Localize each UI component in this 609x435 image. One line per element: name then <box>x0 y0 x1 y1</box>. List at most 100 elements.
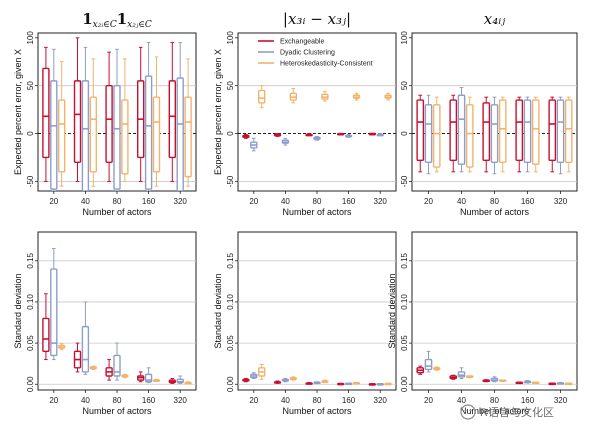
x-tick-label: 320 <box>374 396 388 405</box>
panel-title-sub2: x₂ⱼ∈C <box>127 20 152 30</box>
box-exchangeable-320 <box>168 377 177 384</box>
box-exchangeable-80 <box>305 382 313 385</box>
box-dyadic-clustering-320 <box>176 375 184 384</box>
box-iqr <box>42 67 50 159</box>
y-tick-label: 0.10 <box>26 294 35 310</box>
box-dyadic-clustering-320 <box>376 383 384 386</box>
box-iqr <box>548 99 557 162</box>
x-tick-label: 80 <box>113 396 122 405</box>
box-heteroskedasticity-consistent-80 <box>121 58 129 182</box>
box-dyadic-clustering-160 <box>523 96 532 173</box>
box-dyadic-clustering-320 <box>176 42 184 191</box>
box-dyadic-clustering-40 <box>457 367 466 379</box>
y-tick-label: 0.05 <box>400 335 409 351</box>
y-tick-label: 0.00 <box>226 376 235 392</box>
box-dyadic-clustering-20 <box>50 48 58 191</box>
box-heteroskedasticity-consistent-320 <box>564 382 573 386</box>
box-dyadic-clustering-20 <box>250 137 258 152</box>
box-dyadic-clustering-40 <box>81 301 90 375</box>
plot-marks <box>42 247 192 385</box>
x-tick-label: 80 <box>313 396 322 405</box>
box-iqr <box>531 99 540 165</box>
y-tick-label: 50 <box>226 81 235 90</box>
legend-label: Heteroskedasticity-Consistent <box>280 61 373 68</box>
box-exchangeable-20 <box>242 377 250 383</box>
panel-title: |x₃ᵢ − x₃ⱼ| <box>283 10 351 28</box>
panel-title: 1x₂ᵢ∈C1x₂ⱼ∈C <box>82 10 152 30</box>
x-tick-label: 40 <box>457 396 466 405</box>
x-tick-label: 40 <box>457 197 466 206</box>
x-tick-label: 20 <box>424 197 433 206</box>
box-exchangeable-80 <box>305 133 313 137</box>
box-heteroskedasticity-consistent-80 <box>321 90 329 102</box>
y-tick-label: 0.15 <box>400 252 409 268</box>
box-dyadic-clustering-80 <box>113 48 121 191</box>
box-heteroskedasticity-consistent-160 <box>352 92 361 101</box>
x-tick-label: 20 <box>424 396 433 405</box>
panel-title-sub: x₂ᵢ∈C <box>93 20 117 30</box>
box-heteroskedasticity-consistent-40 <box>89 58 98 187</box>
plot-marks <box>42 37 192 191</box>
panel-title-text: x₄ᵢⱼ <box>484 10 505 28</box>
panel-title-text: |x₃ᵢ − x₃ⱼ| <box>283 10 351 28</box>
box-heteroskedasticity-consistent-160 <box>152 378 161 383</box>
x-tick-label: 80 <box>313 197 322 206</box>
box-iqr <box>81 80 90 191</box>
box-dyadic-clustering-160 <box>344 382 353 386</box>
wechat-icon-eye-left <box>464 409 467 412</box>
x-tick-label: 80 <box>490 396 499 405</box>
box-dyadic-clustering-160 <box>344 134 353 138</box>
y-tick-label: 100 <box>226 31 235 45</box>
watermark-text: R语言与文化区 <box>480 405 554 419</box>
x-tick-label: 40 <box>81 396 90 405</box>
box-dyadic-clustering-80 <box>490 376 499 383</box>
box-dyadic-clustering-40 <box>281 377 290 383</box>
box-heteroskedasticity-consistent-40 <box>465 96 474 173</box>
box-dyadic-clustering-160 <box>144 367 153 384</box>
box-heteroskedasticity-consistent-40 <box>289 88 298 104</box>
box-iqr <box>113 84 121 190</box>
x-tick-label: 80 <box>490 197 499 206</box>
box-exchangeable-40 <box>73 37 82 182</box>
box-iqr <box>457 371 466 378</box>
box-iqr <box>432 104 441 168</box>
y-tick-label: 50 <box>26 81 35 90</box>
box-heteroskedasticity-consistent-160 <box>352 382 361 385</box>
x-tick-label: 320 <box>174 197 188 206</box>
x-axis-label: Number of actors <box>460 406 530 416</box>
box-iqr <box>50 80 58 190</box>
box-heteroskedasticity-consistent-320 <box>384 92 392 101</box>
x-tick-label: 20 <box>49 396 58 405</box>
box-exchangeable-80 <box>105 359 113 381</box>
box-dyadic-clustering-320 <box>376 133 384 137</box>
box-iqr <box>424 104 433 163</box>
panel-bottom-middle: 0.00 0.05 0.10 0.15 20 40 80 160 320 Number of ac… <box>213 231 397 416</box>
box-exchangeable-20 <box>416 365 425 375</box>
box-iqr <box>457 94 466 165</box>
plot-marks <box>242 85 392 152</box>
box-exchangeable-80 <box>482 96 491 173</box>
box-heteroskedasticity-consistent-20 <box>432 366 441 371</box>
box-heteroskedasticity-consistent-160 <box>531 96 540 173</box>
box-dyadic-clustering-40 <box>457 87 466 173</box>
y-tick-label: -50 <box>400 175 409 187</box>
y-tick-label: 0.15 <box>26 252 35 268</box>
box-dyadic-clustering-20 <box>250 372 258 379</box>
y-tick-label: 0.05 <box>226 335 235 351</box>
box-iqr <box>556 99 565 163</box>
box-exchangeable-40 <box>73 342 82 373</box>
box-exchangeable-20 <box>42 293 50 361</box>
box-exchangeable-160 <box>336 132 345 136</box>
box-heteroskedasticity-consistent-80 <box>121 373 129 379</box>
box-iqr <box>257 89 266 104</box>
y-tick-label: 0 <box>400 131 409 136</box>
box-heteroskedasticity-consistent-20 <box>257 363 266 380</box>
box-heteroskedasticity-consistent-40 <box>289 376 298 381</box>
box-iqr <box>152 96 161 173</box>
box-dyadic-clustering-20 <box>424 350 433 373</box>
box-iqr <box>81 325 90 373</box>
y-tick-label: 0.10 <box>226 294 235 310</box>
box-exchangeable-320 <box>548 96 557 173</box>
x-axis-label: Number of actors <box>82 406 152 416</box>
